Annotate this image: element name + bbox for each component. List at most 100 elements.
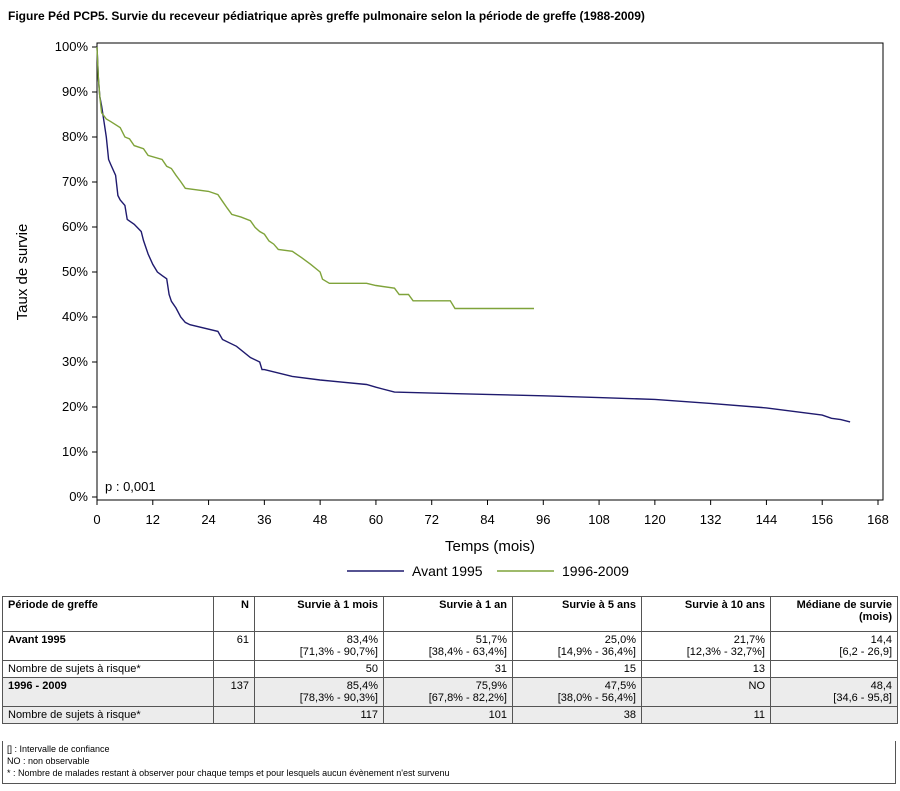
y-tick-label: 90%: [62, 84, 88, 99]
value: 47,5%: [604, 680, 636, 692]
x-tick-label: 168: [867, 512, 889, 527]
risk-row-before-1995: Nombre de sujets à risque* 50 31 15 13: [2, 660, 898, 678]
y-tick-label: 50%: [62, 264, 88, 279]
y-axis: 0% 10% 20% 30% 40% 50% 60% 70% 80% 90% 100%: [55, 39, 97, 504]
survival-curves: [96, 46, 851, 423]
y-axis-title: Taux de survie: [14, 224, 31, 321]
table-row-before-1995: Avant 1995 61 83,4% [71,3% - 90,7%] 51,7%…: [2, 631, 898, 661]
survival-10-years-cell: 21,7% [12,3% - 32,7%]: [641, 631, 771, 661]
empty-cell: [213, 660, 255, 678]
x-tick-label: 72: [424, 512, 438, 527]
y-tick-label: 10%: [62, 444, 88, 459]
y-tick-label: 60%: [62, 219, 88, 234]
risk-label: Nombre de sujets à risque*: [2, 706, 214, 724]
risk-label: Nombre de sujets à risque*: [2, 660, 214, 678]
legend: Avant 1995 1996-2009: [347, 563, 629, 579]
x-tick-label: 48: [313, 512, 327, 527]
x-tick-label: 0: [93, 512, 100, 527]
confidence-interval: [34,6 - 95,8]: [833, 692, 892, 704]
x-tick-label: 120: [644, 512, 666, 527]
risk-count: 31: [383, 660, 513, 678]
confidence-interval: [38,4% - 63,4%]: [428, 646, 507, 658]
empty-cell: [770, 660, 898, 678]
confidence-interval: [38,0% - 56,4%]: [557, 692, 636, 704]
empty-cell: [770, 706, 898, 724]
note-at-risk: * : Nombre de malades restant à observer…: [7, 768, 450, 778]
x-tick-label: 156: [811, 512, 833, 527]
value: 83,4%: [346, 634, 378, 646]
confidence-interval: [67,8% - 82,2%]: [428, 692, 507, 704]
survival-chart: 0% 10% 20% 30% 40% 50% 60% 70% 80% 90% 100% 0 12 24 3…: [14, 39, 889, 579]
survival-1-month-cell: 83,4% [71,3% - 90,7%]: [254, 631, 384, 661]
x-tick-label: 108: [588, 512, 610, 527]
x-tick-label: 144: [756, 512, 778, 527]
survival-1-year-cell: 51,7% [38,4% - 63,4%]: [383, 631, 513, 661]
median-survival-cell: 14,4 [6,2 - 26,9]: [770, 631, 898, 661]
survival-5-years-cell: 25,0% [14,9% - 36,4%]: [512, 631, 642, 661]
median-survival-cell: 48,4 [34,6 - 95,8]: [770, 677, 898, 707]
empty-cell: [213, 706, 255, 724]
header-survival-5-years: Survie à 5 ans: [512, 596, 642, 632]
note-not-observable: NO : non observable: [7, 756, 90, 766]
x-axis: 0 12 24 36 48 60 72 84 96 108 120 132 144 156 168: [93, 500, 889, 527]
confidence-interval: [71,3% - 90,7%]: [299, 646, 378, 658]
risk-count: 117: [254, 706, 384, 724]
table-row-1996-2009: 1996 - 2009 137 85,4% [78,3% - 90,3%] 75,…: [2, 677, 898, 707]
confidence-interval: [14,9% - 36,4%]: [557, 646, 636, 658]
x-tick-label: 84: [480, 512, 494, 527]
confidence-interval: [6,2 - 26,9]: [839, 646, 892, 658]
x-axis-title: Temps (mois): [445, 538, 535, 555]
header-n: N: [213, 596, 255, 632]
survival-1-month-cell: 85,4% [78,3% - 90,3%]: [254, 677, 384, 707]
y-tick-label: 40%: [62, 309, 88, 324]
risk-count: 101: [383, 706, 513, 724]
value: 25,0%: [604, 634, 636, 646]
risk-count: 11: [641, 706, 771, 724]
note-confidence-interval: [] : Intervalle de confiance: [7, 744, 110, 754]
header-survival-1-year: Survie à 1 an: [383, 596, 513, 632]
y-tick-label: 30%: [62, 354, 88, 369]
series-line-1: [96, 46, 851, 423]
y-tick-label: 80%: [62, 129, 88, 144]
p-value-annotation: p : 0,001: [105, 479, 156, 494]
survival-10-years-cell: NO: [641, 677, 771, 707]
header-period: Période de greffe: [2, 596, 214, 632]
value: 51,7%: [475, 634, 507, 646]
risk-count: 50: [254, 660, 384, 678]
group-label: Avant 1995: [2, 631, 214, 661]
survival-5-years-cell: 47,5% [38,0% - 56,4%]: [512, 677, 642, 707]
risk-count: 38: [512, 706, 642, 724]
value: 14,4: [870, 634, 892, 646]
value: 85,4%: [346, 680, 378, 692]
y-tick-label: 0%: [69, 489, 88, 504]
header-survival-1-month: Survie à 1 mois: [254, 596, 384, 632]
table-header-row: Période de greffe N Survie à 1 mois Surv…: [2, 596, 898, 632]
survival-1-year-cell: 75,9% [67,8% - 82,2%]: [383, 677, 513, 707]
x-tick-label: 96: [536, 512, 550, 527]
value: 75,9%: [475, 680, 507, 692]
n-value: 61: [213, 631, 255, 661]
x-tick-label: 12: [146, 512, 160, 527]
figure-title: Figure Péd PCP5. Survie du receveur pédi…: [8, 9, 645, 23]
risk-count: 15: [512, 660, 642, 678]
y-tick-label: 70%: [62, 174, 88, 189]
y-tick-label: 20%: [62, 399, 88, 414]
x-tick-label: 132: [700, 512, 722, 527]
value: 21,7%: [733, 634, 765, 646]
x-tick-label: 60: [369, 512, 383, 527]
value: NO: [748, 680, 766, 692]
confidence-interval: [78,3% - 90,3%]: [299, 692, 378, 704]
confidence-interval: [12,3% - 32,7%]: [686, 646, 765, 658]
table-notes: [] : Intervalle de confiance NO : non ob…: [2, 741, 896, 784]
x-tick-label: 36: [257, 512, 271, 527]
value: 48,4: [870, 680, 892, 692]
legend-label: 1996-2009: [562, 563, 629, 579]
group-label: 1996 - 2009: [2, 677, 214, 707]
risk-count: 13: [641, 660, 771, 678]
risk-row-1996-2009: Nombre de sujets à risque* 117 101 38 11: [2, 706, 898, 724]
survival-table: Période de greffe N Survie à 1 mois Surv…: [2, 596, 898, 724]
header-survival-10-years: Survie à 10 ans: [641, 596, 771, 632]
series-line-2: [96, 46, 534, 310]
x-tick-label: 24: [201, 512, 215, 527]
n-value: 137: [213, 677, 255, 707]
